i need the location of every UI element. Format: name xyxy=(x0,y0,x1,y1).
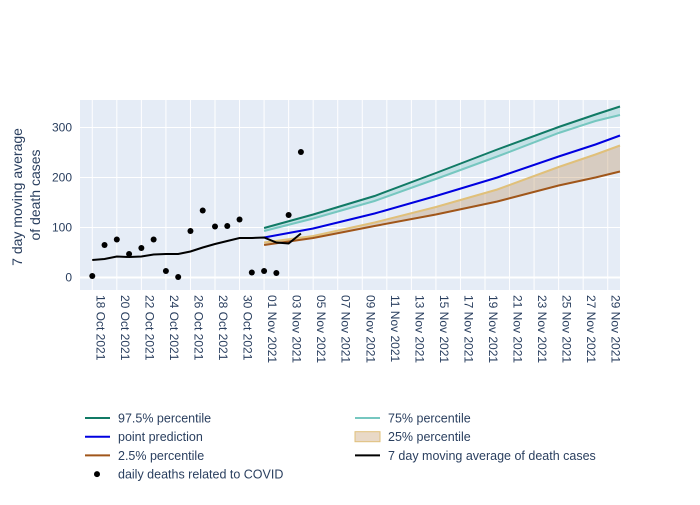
legend-label: 7 day moving average of death cases xyxy=(388,449,596,463)
legend-label: point prediction xyxy=(118,430,203,444)
legend-swatch xyxy=(94,471,100,478)
daily-markers xyxy=(89,149,304,280)
daily-marker xyxy=(224,223,231,229)
y-tick-label: 0 xyxy=(65,271,72,285)
daily-marker xyxy=(273,270,280,276)
daily-marker xyxy=(297,149,304,155)
daily-marker xyxy=(126,251,133,257)
y-axis-title-line-1: 7 day moving average xyxy=(9,128,25,266)
daily-marker xyxy=(113,236,120,243)
y-tick-labels: 0 100 200 300 xyxy=(52,121,72,285)
x-tick-label: 22 Oct 2021 xyxy=(142,295,156,361)
x-tick-labels: 18 Oct 2021 20 Oct 2021 22 Oct 2021 24 Oct … xyxy=(93,295,622,363)
x-tick-label: 24 Oct 2021 xyxy=(167,295,181,361)
y-axis-title: 7 day moving average of death cases xyxy=(9,124,43,266)
series-line-p75 xyxy=(263,114,621,232)
y-tick-label: 200 xyxy=(52,171,72,185)
legend-label: 25% percentile xyxy=(388,430,471,444)
y-tick-label: 300 xyxy=(52,121,72,135)
plot-background xyxy=(80,100,620,290)
series-line-moving_avg xyxy=(92,232,302,261)
x-tick-label: 03 Nov 2021 xyxy=(290,295,304,363)
x-tick-label: 01 Nov 2021 xyxy=(265,295,279,363)
x-tick-label: 17 Nov 2021 xyxy=(461,295,475,363)
x-tick-label: 30 Oct 2021 xyxy=(241,295,255,361)
x-tick-label: 23 Nov 2021 xyxy=(535,295,549,363)
x-tick-label: 29 Nov 2021 xyxy=(609,295,623,363)
legend-label: 2.5% percentile xyxy=(118,449,204,463)
series-line-point xyxy=(263,134,621,239)
legend-swatch xyxy=(354,431,381,443)
daily-marker xyxy=(236,216,243,223)
daily-marker xyxy=(285,212,292,218)
daily-marker xyxy=(138,245,145,251)
x-tick-label: 21 Nov 2021 xyxy=(511,295,525,363)
x-tick-label: 28 Oct 2021 xyxy=(216,295,230,361)
series-line-p975 xyxy=(263,105,621,229)
legend-label: 97.5% percentile xyxy=(118,412,211,426)
gridlines xyxy=(80,100,620,290)
daily-marker xyxy=(212,223,218,230)
y-tick-label: 100 xyxy=(52,221,72,235)
legend-item-point[interactable]: point prediction xyxy=(85,430,203,444)
legend: 97.5% percentile 75% percentile point pred… xyxy=(85,412,596,482)
x-tick-label: 05 Nov 2021 xyxy=(314,295,328,363)
series-line-p25 xyxy=(263,144,621,244)
y-axis-title-line-2: of death cases xyxy=(27,149,43,240)
daily-marker xyxy=(261,268,268,274)
x-tick-label: 09 Nov 2021 xyxy=(363,295,377,363)
x-tick-label: 27 Nov 2021 xyxy=(584,295,598,363)
x-tick-label: 18 Oct 2021 xyxy=(93,295,107,361)
x-tick-label: 25 Nov 2021 xyxy=(560,295,574,363)
x-tick-label: 19 Nov 2021 xyxy=(486,295,500,363)
x-tick-label: 07 Nov 2021 xyxy=(339,295,353,363)
legend-item-daily[interactable]: daily deaths related to COVID xyxy=(94,468,283,482)
series-line-p025 xyxy=(263,170,621,246)
daily-marker xyxy=(162,268,169,274)
legend-label: daily deaths related to COVID xyxy=(118,468,283,482)
x-tick-label: 15 Nov 2021 xyxy=(437,295,451,363)
legend-label: 75% percentile xyxy=(388,412,471,426)
legend-item-p75[interactable]: 75% percentile xyxy=(355,412,471,426)
legend-item-p25[interactable]: 25% percentile xyxy=(354,430,471,444)
daily-marker xyxy=(150,236,157,243)
daily-marker xyxy=(199,207,206,214)
x-tick-label: 20 Oct 2021 xyxy=(118,295,132,361)
legend-item-p975[interactable]: 97.5% percentile xyxy=(85,412,211,426)
legend-item-moving_avg[interactable]: 7 day moving average of death cases xyxy=(355,449,596,463)
daily-marker xyxy=(101,242,108,248)
legend-item-p025[interactable]: 2.5% percentile xyxy=(85,449,204,463)
x-tick-label: 26 Oct 2021 xyxy=(191,295,205,361)
x-tick-label: 11 Nov 2021 xyxy=(388,295,402,362)
x-tick-label: 13 Nov 2021 xyxy=(412,295,426,363)
daily-marker xyxy=(187,228,194,234)
daily-marker xyxy=(89,273,96,279)
daily-marker xyxy=(175,274,182,280)
series-lines xyxy=(92,105,621,261)
daily-marker xyxy=(248,269,255,276)
